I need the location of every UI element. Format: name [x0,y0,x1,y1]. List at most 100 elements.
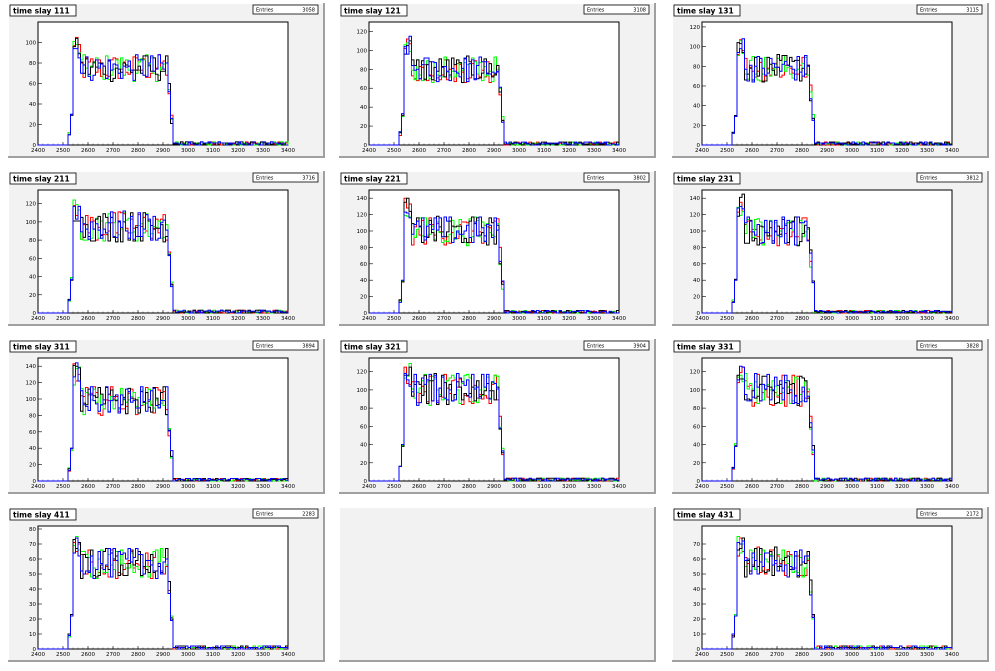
y-tick-label: 140 [26,364,37,370]
stats-box [252,508,319,519]
x-tick-label: 2600 [745,316,759,322]
x-tick-label: 3200 [895,652,909,658]
stats-entries: 2172 [966,512,979,518]
y-tick-label: 120 [26,381,37,387]
y-tick-label: 120 [357,370,368,376]
stats-box [252,340,319,351]
plot-frame [701,525,953,650]
x-tick-label: 2500 [56,484,70,490]
y-tick-label: 40 [29,446,36,452]
x-tick-label: 2400 [362,484,376,490]
y-tick-label: 70 [693,542,700,548]
y-tick-label: 40 [360,443,367,449]
y-tick-label: 100 [690,388,701,394]
y-tick-label: 100 [357,48,368,54]
pad-bevel-dark [8,3,325,158]
stats-label: Entries [920,344,938,350]
x-tick-label: 3200 [895,148,909,154]
y-tick-label: 10 [29,632,36,638]
x-tick-label: 3400 [281,316,295,322]
x-tick-label: 2400 [362,148,376,154]
pad-bevel-dark [672,339,989,494]
y-tick-label: 80 [29,238,36,244]
x-tick-label: 2500 [720,484,734,490]
pad-bevel-light [671,506,988,661]
y-tick-label: 80 [29,413,36,419]
x-tick-label: 3000 [845,316,859,322]
stats-entries: 3108 [633,8,646,14]
pad-bevel-dark [672,171,989,326]
x-tick-label: 3300 [256,652,270,658]
x-tick-label: 3000 [512,484,526,490]
x-tick-label: 2400 [695,148,709,154]
histogram-pad: time slay 231 Entries 3812 2400 2500 2600 2700… [671,170,989,326]
x-tick-label: 3100 [206,148,220,154]
title-box [673,4,741,17]
x-tick-label: 3400 [612,148,626,154]
x-tick-label: 2600 [412,148,426,154]
y-tick-label: 10 [693,632,700,638]
pad-bevel-light [671,338,988,493]
histogram-series [369,362,620,482]
y-tick-label: 80 [693,406,700,412]
x-tick-label: 2700 [770,484,784,490]
y-tick-label: 60 [360,86,367,92]
x-tick-label: 2400 [695,316,709,322]
x-tick-label: 3300 [920,148,934,154]
stats-label: Entries [256,176,274,182]
x-tick-label: 2600 [745,484,759,490]
title-box [673,508,741,521]
x-tick-label: 3000 [181,316,195,322]
stats-label: Entries [587,8,605,14]
x-tick-label: 3100 [206,316,220,322]
y-tick-label: 120 [357,213,368,219]
chart-title: time slay 221 [344,175,401,184]
x-tick-label: 3200 [562,316,576,322]
stats-entries: 3115 [966,8,979,14]
x-tick-label: 2800 [462,484,476,490]
x-tick-label: 3100 [537,148,551,154]
x-tick-label: 2500 [720,148,734,154]
histogram-series [702,193,952,314]
x-tick-label: 2600 [412,316,426,322]
pad-bevel-light [671,2,988,157]
histogram-series [702,540,953,650]
x-tick-label: 3400 [612,316,626,322]
chart-title: time slay 231 [677,175,734,184]
x-tick-label: 2800 [131,316,145,322]
stats-box [916,340,983,351]
y-tick-label: 140 [357,196,368,202]
x-tick-label: 2800 [795,484,809,490]
histogram-series [38,362,289,482]
x-tick-label: 3200 [231,148,245,154]
pad-bevel-dark [339,3,656,158]
x-tick-label: 3200 [231,484,245,490]
x-tick-label: 2400 [31,148,45,154]
x-tick-label: 2900 [487,148,501,154]
x-tick-label: 3000 [512,316,526,322]
y-tick-label: 120 [690,370,701,376]
x-tick-label: 3000 [181,484,195,490]
y-tick-label: 20 [693,295,700,301]
stats-label: Entries [256,344,274,350]
x-tick-label: 3100 [206,484,220,490]
x-tick-label: 2400 [695,652,709,658]
x-tick-label: 2600 [412,484,426,490]
y-tick-label: 20 [29,293,36,299]
title-box [340,340,408,353]
x-tick-label: 3100 [537,316,551,322]
stats-entries: 3828 [966,344,979,350]
histogram-pad [338,506,656,662]
x-tick-label: 3200 [895,316,909,322]
stats-entries: 3802 [633,176,646,182]
pad-background [339,507,655,661]
x-tick-label: 3000 [845,484,859,490]
y-tick-label: 80 [693,64,700,70]
x-tick-label: 2600 [81,316,95,322]
x-tick-label: 3300 [920,484,934,490]
x-tick-label: 3400 [945,652,959,658]
title-box [9,340,77,353]
y-tick-label: 80 [360,406,367,412]
x-tick-label: 2400 [362,316,376,322]
